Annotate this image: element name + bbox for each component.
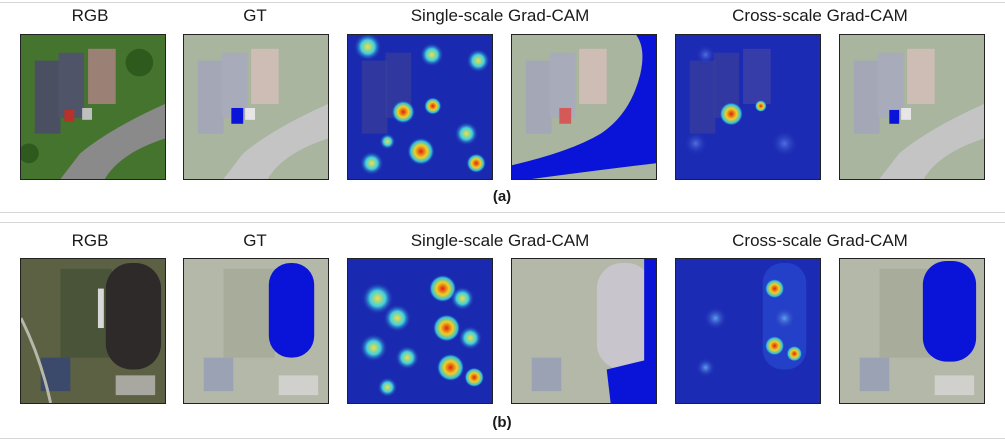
row-a-title-single: Single-scale Grad-CAM: [410, 6, 590, 25]
row-b-gt-image: [183, 258, 329, 404]
row-a-cross-scale-mask: [839, 34, 985, 180]
row-a-title-rgb: RGB: [71, 6, 109, 25]
row-b-title-single: Single-scale Grad-CAM: [410, 231, 590, 250]
row-b-single-scale-gradcam: [347, 258, 493, 404]
row-a-title-gt: GT: [243, 6, 267, 25]
panel-label-b: (b): [492, 414, 512, 431]
row-b-cross-scale-mask: [839, 258, 985, 404]
row-b-cross-scale-gradcam: [675, 258, 821, 404]
row-a-single-scale-mask: [511, 34, 657, 180]
row-a-rgb-image: [20, 34, 166, 180]
row-b-title-gt: GT: [243, 231, 267, 250]
row-b-single-scale-mask: [511, 258, 657, 404]
row-a-single-scale-gradcam: [347, 34, 493, 180]
row-a-gt-image: [183, 34, 329, 180]
row-b-title-cross: Cross-scale Grad-CAM: [732, 231, 908, 250]
row-a-title-cross: Cross-scale Grad-CAM: [732, 6, 908, 25]
panel-label-a: (a): [492, 188, 512, 205]
row-b-title-rgb: RGB: [71, 231, 109, 250]
row-a-cross-scale-gradcam: [675, 34, 821, 180]
row-b-rgb-image: [20, 258, 166, 404]
